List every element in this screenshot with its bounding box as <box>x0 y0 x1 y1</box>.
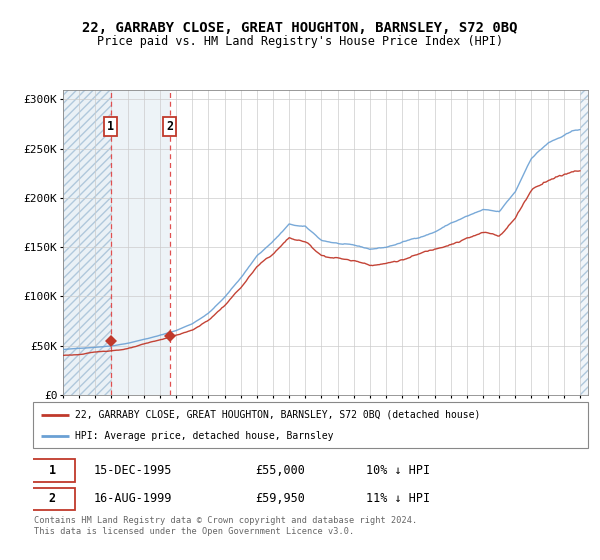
Bar <box>111 90 170 395</box>
FancyBboxPatch shape <box>30 488 74 510</box>
Bar <box>63 90 111 395</box>
Text: HPI: Average price, detached house, Barnsley: HPI: Average price, detached house, Barn… <box>74 431 333 441</box>
Text: 1: 1 <box>107 120 115 133</box>
Text: 10% ↓ HPI: 10% ↓ HPI <box>366 464 430 477</box>
Bar <box>63 90 111 395</box>
Text: Price paid vs. HM Land Registry's House Price Index (HPI): Price paid vs. HM Land Registry's House … <box>97 35 503 48</box>
Text: 2: 2 <box>49 492 56 505</box>
Text: 2: 2 <box>166 120 173 133</box>
Text: 22, GARRABY CLOSE, GREAT HOUGHTON, BARNSLEY, S72 0BQ (detached house): 22, GARRABY CLOSE, GREAT HOUGHTON, BARNS… <box>74 410 480 420</box>
Text: 16-AUG-1999: 16-AUG-1999 <box>94 492 172 505</box>
FancyBboxPatch shape <box>30 459 74 482</box>
Text: 11% ↓ HPI: 11% ↓ HPI <box>366 492 430 505</box>
Text: 15-DEC-1995: 15-DEC-1995 <box>94 464 172 477</box>
Text: £55,000: £55,000 <box>255 464 305 477</box>
Bar <box>580 90 588 395</box>
Text: 1: 1 <box>49 464 56 477</box>
Bar <box>580 90 588 395</box>
Text: £59,950: £59,950 <box>255 492 305 505</box>
Text: 22, GARRABY CLOSE, GREAT HOUGHTON, BARNSLEY, S72 0BQ: 22, GARRABY CLOSE, GREAT HOUGHTON, BARNS… <box>82 21 518 35</box>
Text: Contains HM Land Registry data © Crown copyright and database right 2024.
This d: Contains HM Land Registry data © Crown c… <box>34 516 418 536</box>
